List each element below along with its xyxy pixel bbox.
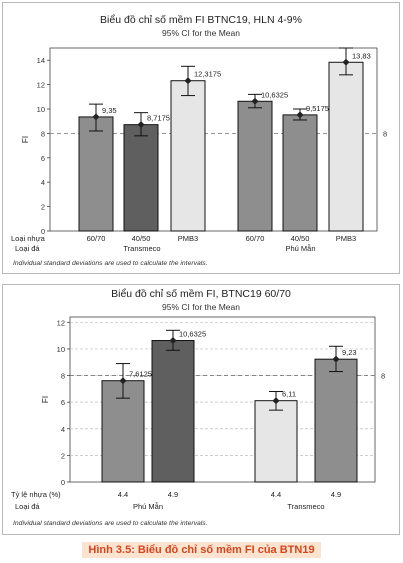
data-label: 7,6125	[129, 370, 152, 379]
y-tick-label: 10	[37, 105, 45, 114]
x-tick-label: 4.9	[331, 490, 341, 499]
data-label: 10,6325	[179, 330, 206, 339]
y-tick-label: 2	[61, 451, 65, 460]
chart-footnote: Individual standard deviations are used …	[13, 260, 208, 267]
y-axis-label: FI	[21, 136, 30, 143]
mean-marker	[251, 97, 259, 105]
y-tick-label: 8	[41, 129, 45, 138]
chart-panel-fi-by-binder: Biểu đồ chỉ số mềm FI BTNC19, HLN 4-9% 95…	[2, 2, 400, 274]
data-label: 9,23	[342, 348, 357, 357]
group-label: Phú Mẫn	[133, 502, 163, 511]
data-label: 13,83	[352, 51, 371, 60]
x-tick-label: PMB3	[178, 234, 198, 243]
bar	[328, 61, 364, 232]
factor-label-1: Tỷ lệ nhựa (%)	[11, 490, 61, 499]
bar	[282, 114, 318, 232]
data-label: 10,6325	[261, 90, 288, 99]
data-label: 9,35	[102, 106, 117, 115]
x-tick-label: 40/50	[291, 234, 310, 243]
y-tick-label: 12	[37, 81, 45, 90]
mean-marker	[332, 355, 340, 363]
mean-marker	[92, 113, 100, 121]
mean-marker	[137, 121, 145, 129]
y-tick-label: 6	[41, 154, 45, 163]
mean-marker	[272, 397, 280, 405]
mean-marker	[169, 337, 177, 345]
factor-label-2: Loại đá	[15, 502, 40, 511]
mean-marker	[184, 77, 192, 85]
factor-label-2: Loại đá	[15, 244, 40, 253]
x-tick-label: 60/70	[87, 234, 106, 243]
data-label: 6,11	[282, 390, 296, 399]
x-tick-label: 40/50	[132, 234, 151, 243]
y-tick-label: 4	[61, 425, 65, 434]
y-axis-label: FI	[41, 396, 50, 403]
y-tick-label: 0	[41, 227, 45, 236]
y-tick-label: 0	[61, 478, 65, 487]
y-tick-label: 14	[37, 56, 45, 65]
mean-marker	[342, 58, 350, 66]
group-label: Phú Mẫn	[285, 244, 315, 253]
x-tick-label: PMB3	[336, 234, 356, 243]
chart-footnote: Individual standard deviations are used …	[13, 520, 208, 527]
reference-line-label: 8	[383, 129, 387, 138]
bar	[170, 80, 206, 232]
x-tick-label: 4.9	[168, 490, 178, 499]
reference-line-label: 8	[381, 372, 385, 381]
data-label: 9,5175	[306, 104, 329, 113]
figure-caption-box: Hình 3.5: Biểu đồ chỉ số mềm FI của BTN1…	[0, 540, 403, 558]
chart-fi-by-bitumen-content: Biểu đồ chỉ số mềm FI, BTNC19 60/70 95% C…	[11, 288, 385, 527]
chart-subtitle: 95% CI for the Mean	[162, 302, 240, 312]
data-label: 8,7175	[147, 114, 170, 123]
chart-fi-by-binder: Biểu đồ chỉ số mềm FI BTNC19, HLN 4-9% 95…	[11, 14, 387, 267]
y-tick-label: 6	[61, 398, 65, 407]
bar	[237, 100, 273, 232]
x-tick-label: 4.4	[118, 490, 128, 499]
bar	[314, 358, 358, 483]
y-tick-label: 4	[41, 178, 45, 187]
bar	[151, 340, 195, 483]
data-label: 12,3175	[194, 70, 221, 79]
y-tick-label: 2	[41, 203, 45, 212]
y-tick-label: 10	[57, 345, 65, 354]
bar	[78, 116, 114, 232]
bar	[123, 124, 159, 232]
x-tick-label: 60/70	[246, 234, 265, 243]
mean-marker	[296, 111, 304, 119]
chart-title: Biểu đồ chỉ số mềm FI, BTNC19 60/70	[111, 288, 291, 300]
bar	[254, 400, 298, 483]
y-tick-label: 8	[61, 372, 65, 381]
figure-caption: Hình 3.5: Biểu đồ chỉ số mềm FI của BTN1…	[82, 542, 321, 558]
chart-panel-fi-by-bitumen-content: Biểu đồ chỉ số mềm FI, BTNC19 60/70 95% C…	[2, 284, 400, 535]
group-label: Transmeco	[123, 244, 160, 253]
x-tick-label: 4.4	[271, 490, 281, 499]
y-tick-label: 12	[57, 318, 65, 327]
factor-label-1: Loại nhựa	[11, 234, 46, 243]
chart-title: Biểu đồ chỉ số mềm FI BTNC19, HLN 4-9%	[100, 14, 302, 26]
chart-subtitle: 95% CI for the Mean	[162, 28, 240, 38]
mean-marker	[119, 377, 127, 385]
group-label: Transmeco	[287, 502, 324, 511]
